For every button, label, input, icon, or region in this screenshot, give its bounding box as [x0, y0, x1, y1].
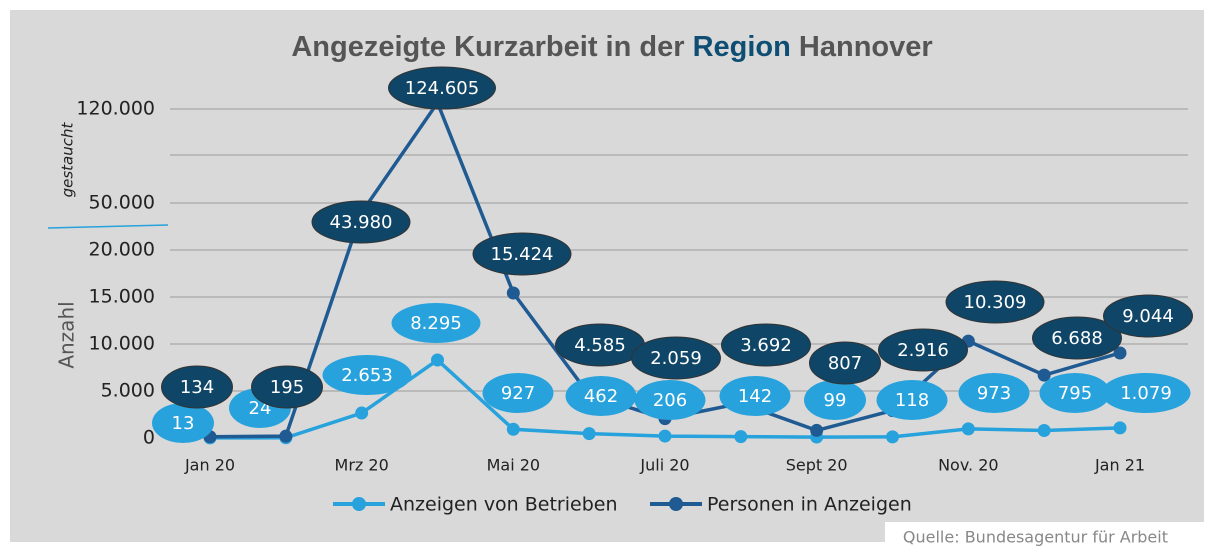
x-tick-label: Nov. 20: [938, 456, 999, 475]
x-tick-label: Juli 20: [639, 456, 689, 475]
data-label: 973: [977, 383, 1011, 404]
data-label: 13: [172, 413, 195, 434]
x-tick-label: Sept 20: [786, 456, 848, 475]
data-point: [507, 423, 520, 436]
source: Quelle: Bundesagentur für Arbeit: [903, 528, 1168, 547]
data-label: 2.653: [341, 365, 393, 386]
axis-note: gestaucht: [59, 121, 77, 197]
y-tick-label: 0: [143, 427, 155, 449]
data-label: 195: [270, 377, 304, 398]
data-label: 206: [653, 390, 687, 411]
legend-marker: [669, 497, 683, 511]
data-label: 124.605: [405, 78, 479, 99]
data-point: [1114, 421, 1127, 434]
data-point: [1038, 424, 1051, 437]
data-label: 15.424: [491, 244, 554, 265]
y-tick-label: 10.000: [89, 333, 155, 355]
data-point: [431, 354, 444, 367]
data-label: 1.079: [1120, 383, 1172, 404]
data-label: 4.585: [574, 335, 626, 356]
y-tick-label: 120.000: [76, 98, 155, 120]
x-tick-label: Jan 21: [1094, 456, 1145, 475]
data-point: [507, 287, 520, 300]
data-label: 462: [584, 386, 618, 407]
data-label: 2.916: [897, 340, 949, 361]
data-point: [734, 430, 747, 443]
title-part: Hannover: [799, 31, 933, 63]
chart: Quelle: Bundesagentur für Arbeit Angezei…: [0, 0, 1214, 552]
title-part: Region: [693, 31, 791, 63]
data-label: 2.059: [650, 348, 702, 369]
legend-label: Anzeigen von Betrieben: [390, 494, 618, 516]
y-tick-label: 50.000: [89, 192, 155, 214]
y-tick-label: 20.000: [89, 239, 155, 261]
y-tick-label: 15.000: [89, 286, 155, 308]
legend-label: Personen in Anzeigen: [707, 494, 912, 516]
data-label: 43.980: [330, 212, 393, 233]
data-label: 8.295: [410, 313, 462, 334]
data-label: 9.044: [1122, 306, 1174, 327]
data-label: 99: [824, 390, 847, 411]
legend-marker: [352, 497, 366, 511]
data-point: [355, 407, 368, 420]
data-point: [886, 430, 899, 443]
chart-title: Angezeigte Kurzarbeit in der Region Hann…: [291, 31, 932, 63]
data-label: 795: [1058, 383, 1092, 404]
data-point: [583, 427, 596, 440]
x-tick-label: Jan 20: [184, 456, 235, 475]
y-axis-label: Anzahl: [55, 301, 79, 368]
x-tick-label: Mrz 20: [335, 456, 389, 475]
data-point: [279, 430, 292, 443]
data-label: 142: [738, 386, 772, 407]
data-label: 118: [895, 390, 929, 411]
y-tick-label: 5.000: [101, 380, 155, 402]
data-label: 927: [501, 383, 535, 404]
data-label: 6.688: [1051, 328, 1103, 349]
data-point: [810, 424, 823, 437]
data-point: [659, 430, 672, 443]
data-label: 3.692: [740, 335, 792, 356]
data-label: 134: [180, 377, 214, 398]
data-label: 807: [828, 353, 862, 374]
x-tick-label: Mai 20: [487, 456, 541, 475]
data-label: 10.309: [964, 292, 1027, 313]
data-point: [962, 422, 975, 435]
title-part: Angezeigte Kurzarbeit in der: [291, 31, 684, 63]
